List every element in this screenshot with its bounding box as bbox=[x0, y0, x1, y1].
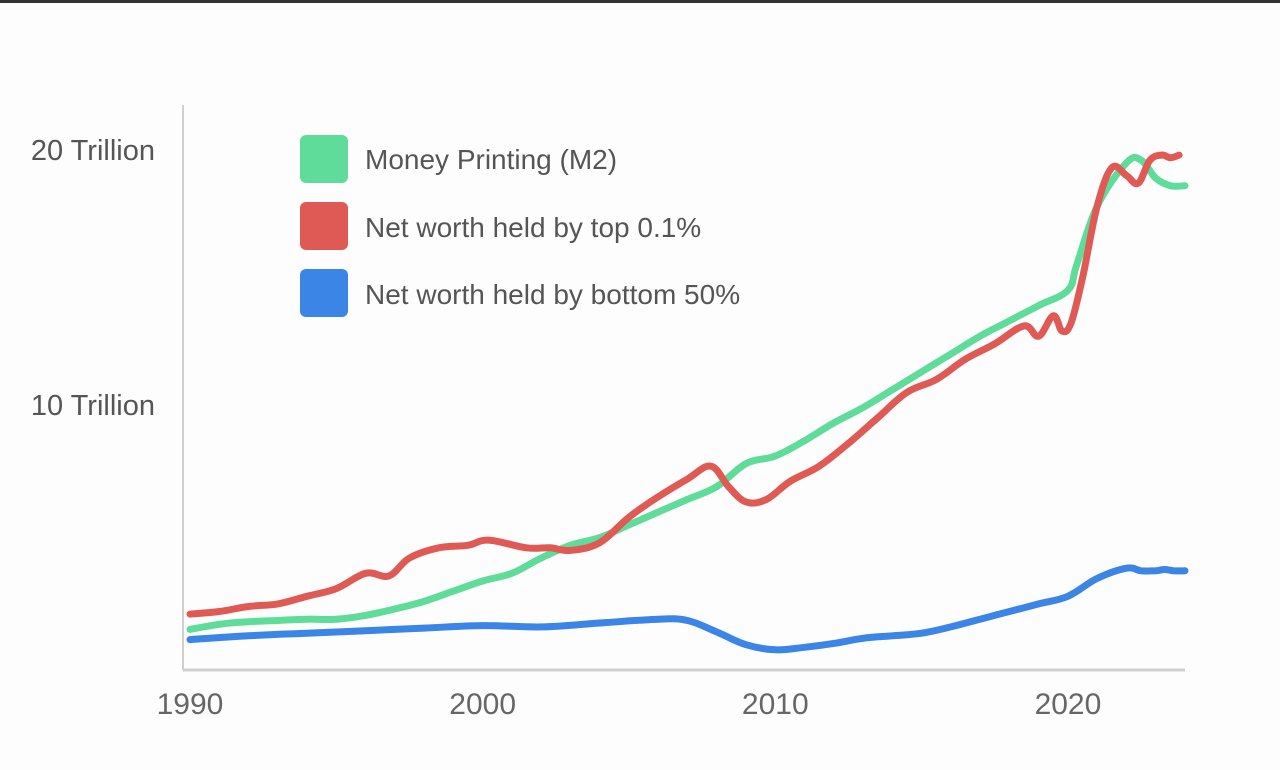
legend-label-bottom: Net worth held by bottom 50% bbox=[365, 279, 740, 310]
axes bbox=[182, 105, 1185, 672]
legend: Money Printing (M2) Net worth held by to… bbox=[300, 135, 740, 317]
x-tick-labels: 1990 2000 2010 2020 bbox=[157, 688, 1102, 721]
legend-swatch-bottom bbox=[300, 269, 348, 317]
y-tick-label: 20 Trillion bbox=[31, 135, 155, 167]
series-line-top-0-1 bbox=[186, 151, 1183, 618]
series-lines bbox=[186, 151, 1189, 654]
x-tick-label: 2010 bbox=[742, 688, 809, 721]
legend-label-m2: Money Printing (M2) bbox=[365, 144, 617, 175]
x-tick-label: 2000 bbox=[449, 688, 516, 721]
legend-swatch-top bbox=[300, 202, 348, 250]
legend-item-bottom: Net worth held by bottom 50% bbox=[300, 269, 740, 317]
legend-label-top: Net worth held by top 0.1% bbox=[365, 212, 701, 243]
legend-swatch-m2 bbox=[300, 135, 348, 183]
legend-item-m2: Money Printing (M2) bbox=[300, 135, 617, 183]
legend-item-top: Net worth held by top 0.1% bbox=[300, 202, 701, 250]
x-tick-label: 1990 bbox=[157, 688, 224, 721]
top-border bbox=[0, 0, 1280, 3]
series-line-bottom-50 bbox=[186, 564, 1189, 654]
y-tick-label: 10 Trillion bbox=[31, 390, 155, 422]
x-tick-label: 2020 bbox=[1035, 688, 1102, 721]
series-line-m2 bbox=[186, 153, 1189, 633]
y-tick-labels: 10 Trillion 20 Trillion bbox=[31, 135, 155, 422]
